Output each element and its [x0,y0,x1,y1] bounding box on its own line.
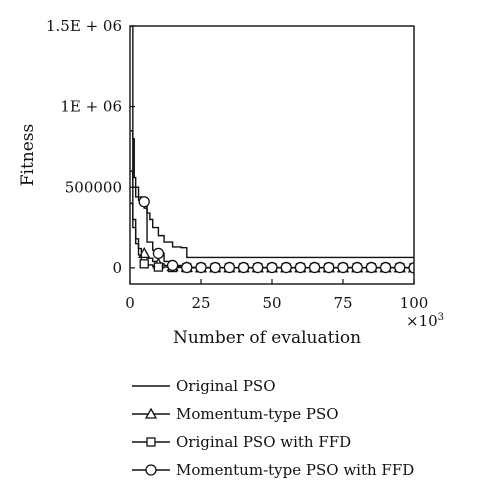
legend-swatch-triangle [132,407,170,419]
legend-label-momentum-pso-ffd: Momentum-type PSO with FFD [176,461,415,479]
point-marker [152,247,165,260]
x-tick-label: 0 [125,294,135,312]
series-momentum-type-pso-with-ffd [130,130,414,274]
point-marker [394,261,406,274]
point-marker [365,261,378,274]
series-line [130,26,414,259]
y-tick-label: 1.5E + 06 [46,17,122,35]
point-marker [237,261,250,274]
legend-item-original-pso-ffd: Original PSO with FFD [132,428,482,456]
legend-item-momentum-pso: Momentum-type PSO [132,400,482,428]
point-marker [181,261,193,274]
x-tick-label: 75 [333,294,352,312]
legend-swatch-circle [132,464,170,476]
point-marker [351,261,363,274]
series-line [130,202,414,269]
x-axis-multiplier: ×103 [406,312,444,330]
point-marker [323,261,335,274]
y-tick-label: 0 [112,259,122,277]
point-marker [252,261,264,274]
x-tick-label: 50 [262,294,281,312]
x-axis-label: Number of evaluation [173,328,361,348]
legend-label-original-pso: Original PSO [176,377,276,395]
legend-label-original-pso-ffd: Original PSO with FFD [176,433,352,451]
y-axis-label: Fitness [18,124,38,187]
point-marker [166,259,179,272]
series-original-pso [130,26,414,259]
legend: Original PSO Momentum-type PSO Original … [132,372,482,484]
legend-item-momentum-pso-ffd: Momentum-type PSO with FFD [132,456,482,484]
legend-item-original-pso: Original PSO [132,372,482,400]
y-tick-label: 500000 [65,178,122,196]
point-marker [223,261,236,274]
series-line [130,170,414,269]
legend-label-momentum-pso: Momentum-type PSO [176,405,339,423]
point-marker [379,261,392,274]
point-marker [308,261,321,274]
x-tick-label: 25 [191,294,210,312]
y-tick-label: 1E + 06 [60,98,122,116]
series-layer [130,26,414,274]
point-marker [138,196,150,208]
x-axis-multiplier-exponent: 3 [438,312,444,323]
point-marker [209,261,221,274]
ticks-layer: 0 25 50 75 100 0 500000 1E + 06 1.5E + 06 [46,17,428,312]
legend-swatch-square [132,437,170,447]
point-marker [294,261,307,274]
x-axis-multiplier-base: ×10 [406,312,438,330]
point-marker [195,261,207,274]
point-marker [266,261,278,274]
point-marker [153,262,164,272]
point-marker [280,261,292,274]
point-marker [408,262,414,274]
fitness-chart: 0 25 50 75 100 0 500000 1E + 06 1.5E + 06 Fitnes… [18,17,444,348]
legend-swatch-line [132,385,170,387]
plot-frame [129,25,415,285]
x-tick-label: 100 [400,294,429,312]
point-marker [139,259,149,269]
point-marker [337,261,349,274]
